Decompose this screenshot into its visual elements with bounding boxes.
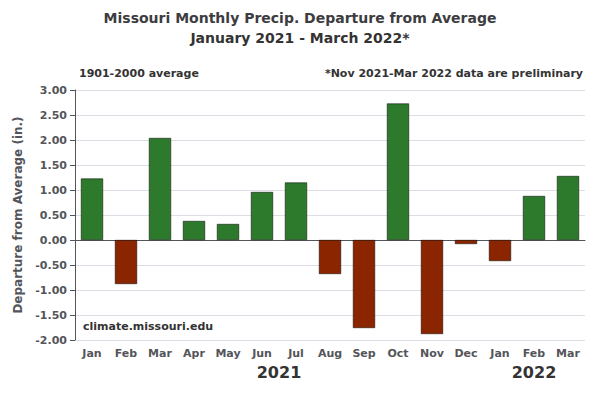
- svg-text:2.00: 2.00: [40, 134, 67, 147]
- svg-text:May: May: [215, 347, 240, 360]
- svg-text:Missouri Monthly Precip. Depar: Missouri Monthly Precip. Departure from …: [104, 10, 497, 26]
- svg-text:Sep: Sep: [352, 347, 375, 360]
- svg-text:-0.50: -0.50: [35, 259, 67, 272]
- svg-text:2021: 2021: [257, 363, 302, 382]
- svg-text:2.50: 2.50: [40, 109, 67, 122]
- svg-text:3.00: 3.00: [40, 84, 67, 97]
- svg-text:-1.00: -1.00: [35, 284, 67, 297]
- svg-text:Mar: Mar: [556, 347, 580, 360]
- svg-text:Dec: Dec: [454, 347, 477, 360]
- svg-text:*Nov 2021-Mar 2022 data are pr: *Nov 2021-Mar 2022 data are preliminary: [325, 67, 583, 80]
- svg-text:Oct: Oct: [387, 347, 408, 360]
- svg-text:0.50: 0.50: [40, 209, 67, 222]
- svg-text:Feb: Feb: [523, 347, 546, 360]
- svg-text:Jan: Jan: [489, 347, 509, 360]
- svg-text:1901-2000 average: 1901-2000 average: [79, 67, 199, 80]
- svg-text:January 2021 - March 2022*: January 2021 - March 2022*: [189, 30, 410, 46]
- svg-text:Feb: Feb: [115, 347, 138, 360]
- svg-text:Departure from Average (in.): Departure from Average (in.): [11, 116, 25, 313]
- svg-text:1.50: 1.50: [40, 159, 67, 172]
- svg-text:climate.missouri.edu: climate.missouri.edu: [83, 320, 213, 333]
- svg-text:Nov: Nov: [420, 347, 445, 360]
- svg-text:Aug: Aug: [318, 347, 342, 360]
- svg-text:Jun: Jun: [251, 347, 272, 360]
- svg-text:-1.50: -1.50: [35, 309, 67, 322]
- svg-text:Jul: Jul: [287, 347, 304, 360]
- svg-text:Apr: Apr: [183, 347, 205, 360]
- svg-text:Jan: Jan: [81, 347, 101, 360]
- svg-text:1.00: 1.00: [40, 184, 67, 197]
- svg-text:-2.00: -2.00: [35, 334, 67, 347]
- svg-text:Mar: Mar: [148, 347, 172, 360]
- svg-text:0.00: 0.00: [40, 234, 67, 247]
- svg-text:2022: 2022: [512, 363, 557, 382]
